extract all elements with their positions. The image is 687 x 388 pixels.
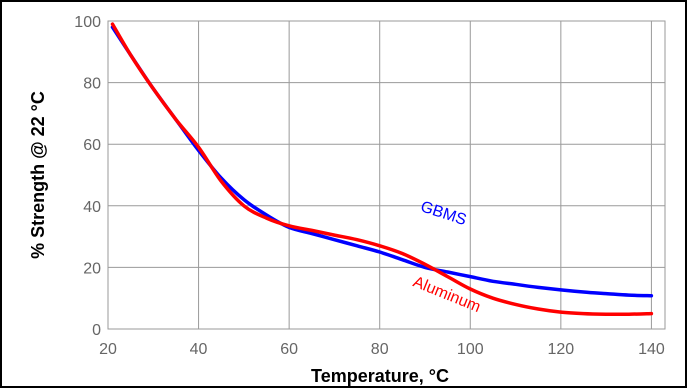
y-tick-label: 0 bbox=[92, 322, 101, 339]
x-tick-label: 140 bbox=[638, 341, 665, 358]
y-tick-label: 100 bbox=[74, 14, 101, 31]
y-axis-title: % Strength @ 22 °C bbox=[28, 91, 48, 259]
x-tick-label: 60 bbox=[280, 341, 298, 358]
x-tick-label: 20 bbox=[99, 341, 117, 358]
y-tick-label: 40 bbox=[83, 199, 101, 216]
plot-area bbox=[107, 20, 666, 330]
tick-layer: 20 40 60 80 100 120 140 0 20 40 60 80 100 bbox=[74, 14, 665, 358]
y-tick-label: 80 bbox=[83, 76, 101, 93]
y-tick-label: 20 bbox=[83, 260, 101, 277]
series-line-aluminum bbox=[110, 22, 654, 317]
series-layer bbox=[110, 22, 654, 317]
x-tick-label: 40 bbox=[190, 341, 208, 358]
series-line-gbms bbox=[110, 25, 654, 298]
x-tick-label: 120 bbox=[547, 341, 574, 358]
x-tick-label: 100 bbox=[457, 341, 484, 358]
x-axis-title: Temperature, °C bbox=[311, 366, 449, 386]
y-tick-label: 60 bbox=[83, 137, 101, 154]
x-tick-label: 80 bbox=[371, 341, 389, 358]
